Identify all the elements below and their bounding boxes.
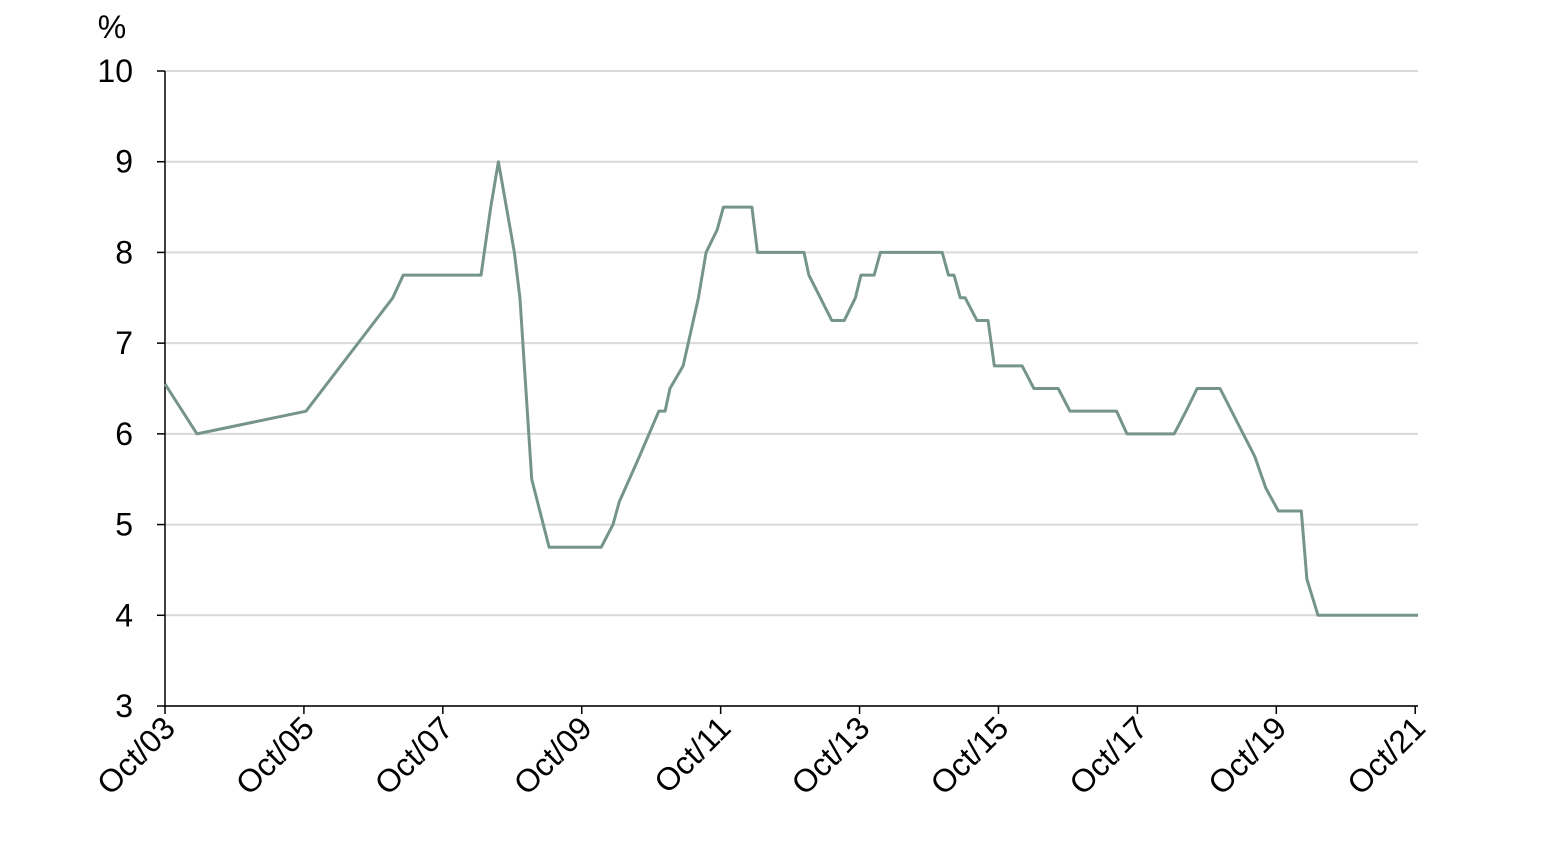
y-tick-label: 4 xyxy=(115,597,133,633)
y-tick-label: 7 xyxy=(115,325,133,361)
y-tick-label: 6 xyxy=(115,416,133,452)
x-tick-label: Oct/09 xyxy=(507,709,599,801)
y-tick-label: 5 xyxy=(115,507,133,543)
x-tick-label: Oct/03 xyxy=(90,709,182,801)
y-tick-label: 9 xyxy=(115,144,133,180)
x-tick-label: Oct/19 xyxy=(1201,709,1293,801)
x-tick-label: Oct/07 xyxy=(368,709,460,801)
x-tick-label: Oct/11 xyxy=(647,709,737,799)
x-tick-label: Oct/21 xyxy=(1340,709,1432,801)
x-tick-label: Oct/13 xyxy=(784,709,876,801)
x-tick-label: Oct/15 xyxy=(923,709,1015,801)
y-unit: % xyxy=(98,9,126,45)
y-tick-label: 3 xyxy=(115,688,133,724)
x-tick-label: Oct/05 xyxy=(229,709,321,801)
line xyxy=(163,160,1418,617)
y-tick-label: 8 xyxy=(115,234,133,270)
x-tick-label: Oct/17 xyxy=(1062,709,1154,801)
y-tick-label: 10 xyxy=(97,53,133,89)
